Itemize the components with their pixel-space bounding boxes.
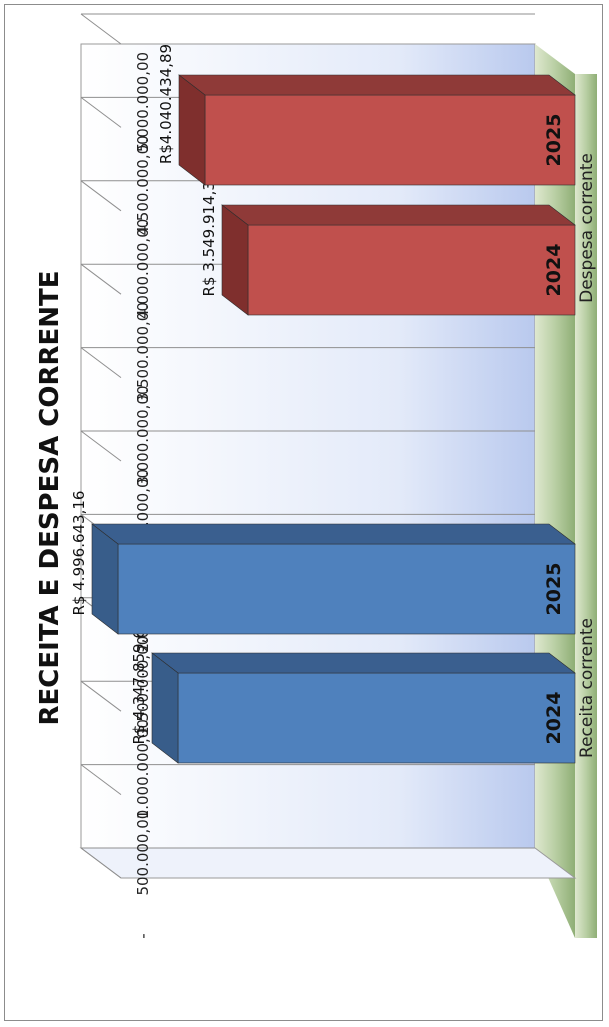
y-tick-label: 500.000,00	[134, 810, 152, 896]
y-tick-label: 1.500.000,00	[134, 636, 152, 736]
bar-end-face	[178, 74, 206, 186]
y-tick-label: 5.000.000,00	[134, 52, 152, 152]
data-label: R$ 4.996.643,16	[70, 491, 88, 616]
bar-series-label: 2024	[543, 692, 565, 745]
bar-top-face	[221, 204, 576, 226]
y-tick-label: 4.000.000,00	[134, 219, 152, 319]
y-tick-label: -	[134, 933, 152, 938]
bar	[204, 94, 576, 186]
category-label: Despesa corrente	[577, 153, 597, 303]
gridline-depth	[80, 680, 122, 712]
bar-series-label: 2025	[543, 563, 565, 616]
bar	[247, 224, 576, 316]
bar-series-label: 2024	[543, 244, 565, 297]
category-label: Receita corrente	[577, 618, 597, 758]
gridline-depth	[80, 13, 122, 45]
plot-side-wall	[79, 847, 577, 879]
data-label: R$4.040.434,89	[157, 44, 175, 164]
bar	[177, 672, 576, 764]
y-tick-label: 3.500.000,00	[134, 302, 152, 402]
bar-top-face	[151, 652, 576, 674]
gridline-depth	[80, 764, 122, 795]
chart-title: RECEITA E DESPESA CORRENTE	[35, 270, 65, 725]
y-tick-label: 3.000.000,00	[134, 385, 152, 485]
gridline-depth	[80, 430, 122, 462]
gridline-depth	[80, 347, 122, 379]
gridline-depth	[80, 97, 122, 128]
bar-end-face	[91, 523, 119, 635]
data-label: R$ 3.549.914,34	[200, 172, 218, 297]
bar-end-face	[151, 652, 179, 764]
bar-top-face	[91, 523, 576, 545]
gridline-depth	[80, 180, 122, 212]
bar-series-label: 2025	[543, 114, 565, 167]
gridline-depth	[80, 847, 122, 879]
y-tick-label: 4.500.000,00	[134, 135, 152, 235]
plot-floor-edge	[575, 74, 597, 938]
data-label: R$ 4.347.859,68	[130, 620, 148, 745]
gridline-depth	[80, 263, 122, 295]
bar-top-face	[178, 74, 576, 96]
bar	[117, 543, 576, 635]
y-tick-label: 1.000.000,00	[134, 719, 152, 819]
bar-end-face	[221, 204, 249, 316]
